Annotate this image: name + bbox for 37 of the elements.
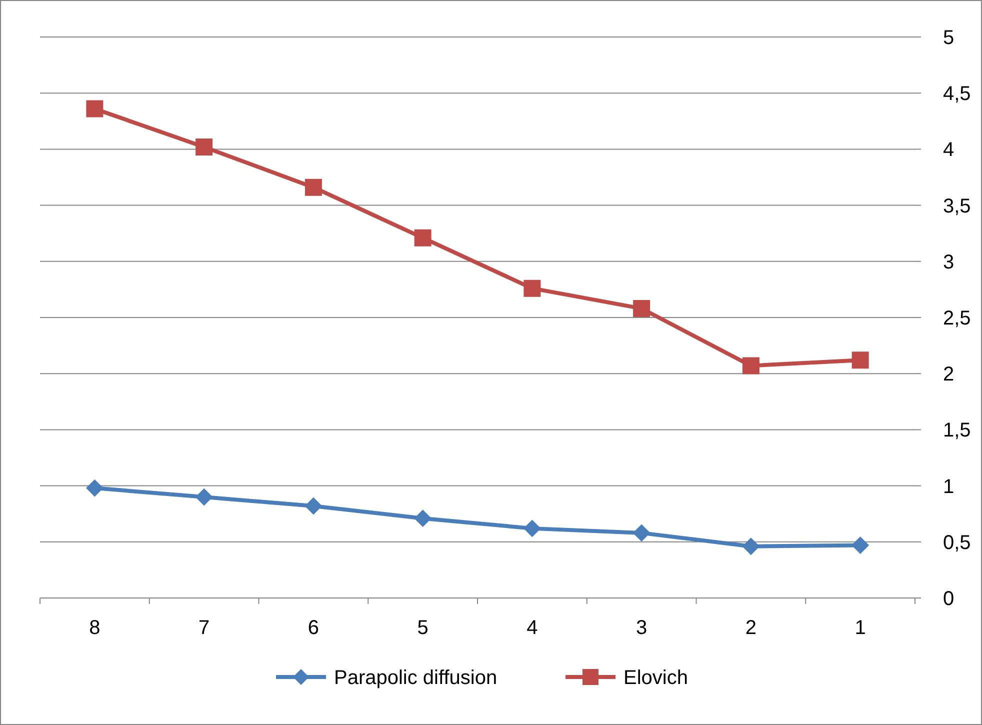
point xyxy=(633,524,650,542)
x-tick-label: 3 xyxy=(636,617,648,639)
legend-label: Parapolic diffusion xyxy=(334,667,498,689)
x-tick-label: 7 xyxy=(198,617,210,639)
y-tick-label: 5 xyxy=(943,27,954,49)
y-tick-label: 2 xyxy=(943,364,954,386)
y-tick-label: 2,5 xyxy=(943,308,971,330)
x-tick-label: 6 xyxy=(308,617,319,639)
y-tick-label: 3,5 xyxy=(943,195,971,218)
point xyxy=(742,357,760,374)
y-tick-label: 4,5 xyxy=(943,83,971,106)
legend-label: Elovich xyxy=(624,667,688,689)
y-tick-label: 1 xyxy=(943,476,954,498)
point xyxy=(304,178,322,196)
y-tick-label: 4 xyxy=(943,139,954,162)
point xyxy=(633,300,650,318)
point xyxy=(196,138,213,156)
x-tick-label: 1 xyxy=(854,617,866,639)
point xyxy=(524,280,541,297)
point xyxy=(414,510,432,527)
point xyxy=(742,538,760,555)
y-tick-label: 1,5 xyxy=(943,420,971,442)
point xyxy=(852,352,869,369)
y-tick-label: 0 xyxy=(943,588,954,610)
point xyxy=(196,488,213,506)
point xyxy=(86,480,104,497)
x-tick-label: 4 xyxy=(526,617,538,639)
x-tick-label: 5 xyxy=(417,617,428,639)
point xyxy=(524,520,541,537)
y-tick-label: 0,5 xyxy=(943,532,971,554)
point xyxy=(414,229,432,246)
point xyxy=(852,536,869,554)
point xyxy=(86,100,104,118)
x-tick-label: 2 xyxy=(745,617,756,639)
y-tick-label: 3 xyxy=(943,251,954,274)
x-tick-label: 8 xyxy=(89,617,100,639)
point xyxy=(304,497,322,514)
